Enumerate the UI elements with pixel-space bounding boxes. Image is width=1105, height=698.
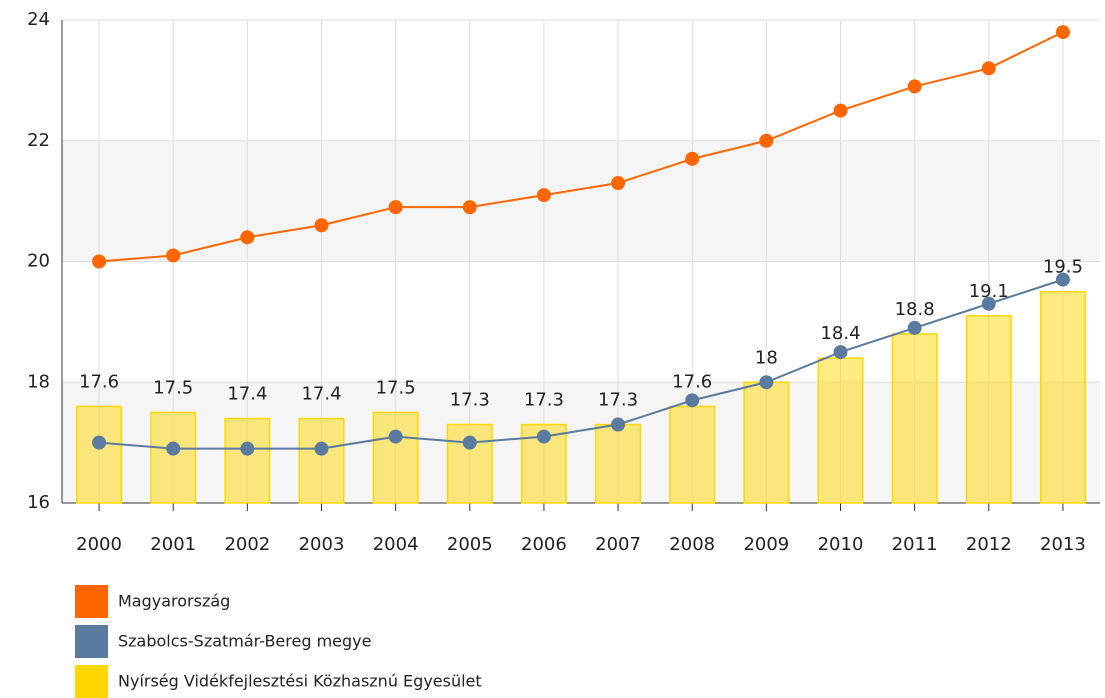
- bar: [891, 333, 938, 504]
- point: [240, 441, 255, 456]
- point: [536, 188, 551, 203]
- x-tick-label: 2012: [966, 534, 1012, 555]
- data-label: 17.3: [524, 390, 564, 411]
- plot-band: [62, 140, 1100, 262]
- bar: [372, 411, 419, 504]
- x-tick-label: 2007: [595, 534, 641, 555]
- data-label: 18: [755, 347, 778, 368]
- data-label: 19.1: [969, 281, 1009, 302]
- data-label: 18.8: [895, 299, 935, 320]
- bar: [224, 417, 271, 504]
- point: [314, 441, 329, 456]
- legend-swatch: [75, 625, 108, 658]
- point: [92, 254, 107, 269]
- point: [166, 441, 181, 456]
- bar: [817, 357, 864, 504]
- data-label: 17.4: [227, 383, 267, 404]
- point: [685, 393, 700, 408]
- bar: [1039, 290, 1086, 504]
- y-tick-label: 18: [27, 371, 50, 392]
- bar: [298, 417, 345, 504]
- x-tick-label: 2005: [447, 534, 493, 555]
- bar: [965, 315, 1012, 504]
- bar: [76, 405, 123, 504]
- x-tick-label: 2009: [743, 534, 789, 555]
- data-label: 18.4: [820, 323, 860, 344]
- data-label: 17.6: [79, 371, 119, 392]
- legend-swatch: [75, 665, 108, 698]
- line: [98, 31, 1064, 263]
- data-label: 17.4: [301, 383, 341, 404]
- x-tick-label: 2003: [299, 534, 345, 555]
- point: [462, 435, 477, 450]
- x-tick-label: 2002: [224, 534, 270, 555]
- bar: [595, 423, 642, 504]
- data-label: 17.6: [672, 371, 712, 392]
- x-tick-label: 2001: [150, 534, 196, 555]
- point: [981, 296, 996, 311]
- bar: [669, 405, 716, 504]
- x-tick-label: 2000: [76, 534, 122, 555]
- point: [685, 151, 700, 166]
- point: [1055, 272, 1070, 287]
- data-label: 17.3: [450, 390, 490, 411]
- data-label: 17.5: [376, 377, 416, 398]
- legend-swatch: [75, 585, 108, 618]
- y-tick-label: 16: [27, 492, 50, 513]
- x-tick-label: 2011: [892, 534, 938, 555]
- legend-label: Szabolcs-Szatmár-Bereg megye: [118, 632, 371, 651]
- point: [833, 103, 848, 118]
- point: [166, 248, 181, 263]
- point: [907, 79, 922, 94]
- bar: [743, 381, 790, 504]
- point: [611, 417, 626, 432]
- y-tick-label: 24: [27, 9, 50, 30]
- point: [907, 320, 922, 335]
- point: [1055, 25, 1070, 40]
- bar: [150, 411, 197, 504]
- y-tick-label: 20: [27, 251, 50, 272]
- point: [388, 429, 403, 444]
- x-tick-label: 2013: [1040, 534, 1086, 555]
- data-label: 17.5: [153, 377, 193, 398]
- line: [98, 278, 1064, 450]
- point: [388, 200, 403, 215]
- y-tick-label: 22: [27, 130, 50, 151]
- x-tick-label: 2010: [818, 534, 864, 555]
- point: [611, 176, 626, 191]
- point: [833, 345, 848, 360]
- plot-band: [62, 382, 1100, 503]
- x-tick-label: 2004: [373, 534, 419, 555]
- legend-label: Magyarország: [118, 592, 230, 611]
- legend-label: Nyírség Vidékfejlesztési Közhasznú Egyes…: [118, 672, 482, 691]
- data-label: 19.5: [1043, 257, 1083, 278]
- point: [314, 218, 329, 233]
- x-tick-label: 2006: [521, 534, 567, 555]
- point: [981, 61, 996, 76]
- point: [759, 375, 774, 390]
- point: [92, 435, 107, 450]
- point: [240, 230, 255, 245]
- point: [536, 429, 551, 444]
- data-label: 17.3: [598, 390, 638, 411]
- point: [759, 133, 774, 148]
- point: [462, 200, 477, 215]
- x-tick-label: 2008: [669, 534, 715, 555]
